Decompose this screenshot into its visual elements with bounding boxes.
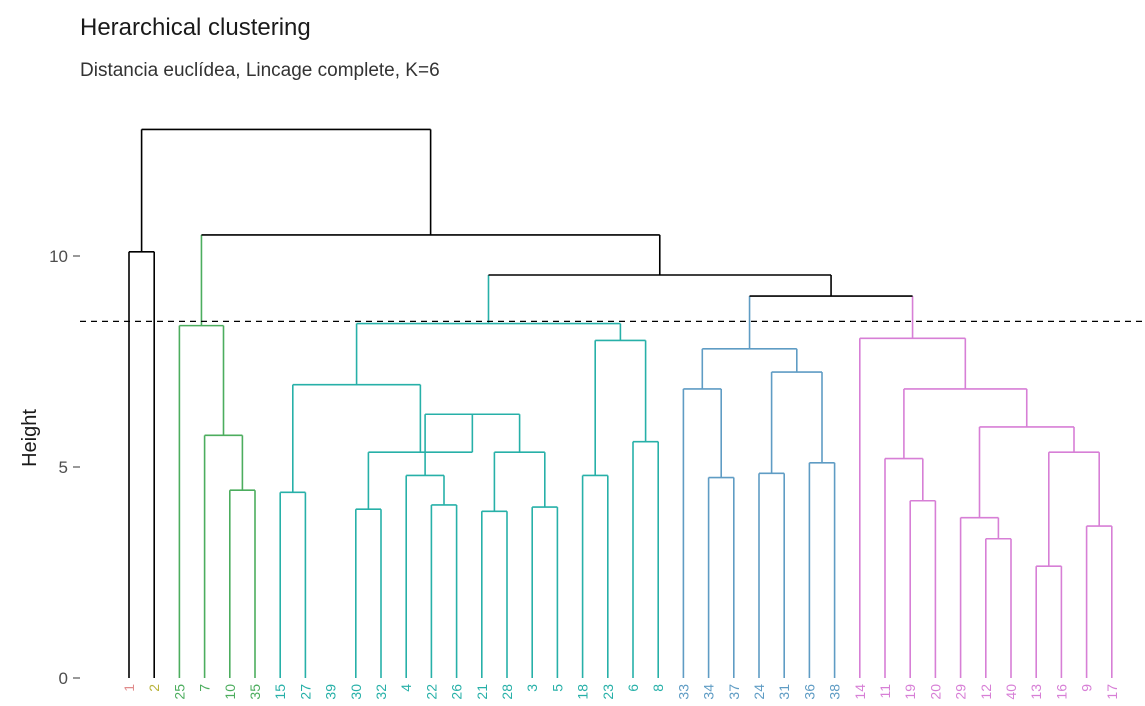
leaf-label-40: 40: [1003, 684, 1019, 700]
leaf-label-22: 22: [423, 684, 439, 700]
leaf-label-12: 12: [978, 684, 994, 700]
leaf-label-30: 30: [348, 684, 364, 700]
leaf-label-10: 10: [222, 684, 238, 700]
leaf-label-37: 37: [726, 684, 742, 700]
y-axis-label: Height: [19, 409, 41, 467]
leaf-label-39: 39: [323, 684, 339, 700]
leaf-label-36: 36: [801, 684, 817, 700]
leaf-label-2: 2: [146, 684, 162, 692]
leaf-label-26: 26: [449, 684, 465, 700]
leaf-labels: 1 2 25 7 10 35 15 27 39 30 32 4 22 26 21 28 3 5 18 23 6 8 33 34…: [121, 684, 1120, 700]
leaf-label-23: 23: [600, 684, 616, 700]
leaf-label-9: 9: [1079, 684, 1095, 692]
leaf-label-11: 11: [877, 684, 893, 699]
leaf-label-15: 15: [272, 684, 288, 700]
leaf-label-34: 34: [701, 684, 717, 700]
leaf-label-25: 25: [171, 684, 187, 700]
y-axis: 0 5 10: [49, 247, 80, 688]
leaf-label-32: 32: [373, 684, 389, 700]
leaf-label-4: 4: [398, 684, 414, 692]
leaf-label-18: 18: [575, 684, 591, 700]
chart-subtitle: Distancia euclídea, Lincage complete, K=…: [80, 60, 440, 81]
leaf-label-29: 29: [953, 684, 969, 700]
leaf-label-13: 13: [1028, 684, 1044, 700]
y-tick-label-0: 0: [59, 669, 68, 688]
leaf-label-8: 8: [650, 684, 666, 692]
leaf-label-19: 19: [902, 684, 918, 700]
leaf-label-27: 27: [297, 684, 313, 700]
leaf-label-20: 20: [927, 684, 943, 700]
leaf-label-14: 14: [852, 684, 868, 700]
leaf-label-31: 31: [776, 684, 792, 700]
leaf-label-38: 38: [827, 684, 843, 700]
leaf-label-6: 6: [625, 684, 641, 692]
leaf-label-5: 5: [549, 684, 565, 692]
leaf-label-21: 21: [474, 684, 490, 700]
leaf-label-17: 17: [1104, 684, 1120, 700]
y-tick-label-10: 10: [49, 247, 68, 266]
dendrogram-branches: [128, 128, 1113, 678]
leaf-label-16: 16: [1053, 684, 1069, 700]
leaf-label-33: 33: [675, 684, 691, 700]
y-tick-label-5: 5: [59, 458, 68, 477]
leaf-label-35: 35: [247, 684, 263, 700]
leaf-label-1: 1: [121, 684, 137, 692]
leaf-label-7: 7: [197, 684, 213, 692]
chart-title: Herarchical clustering: [80, 14, 311, 41]
leaf-label-3: 3: [524, 684, 540, 692]
leaf-label-24: 24: [751, 684, 767, 700]
leaf-label-28: 28: [499, 684, 515, 700]
